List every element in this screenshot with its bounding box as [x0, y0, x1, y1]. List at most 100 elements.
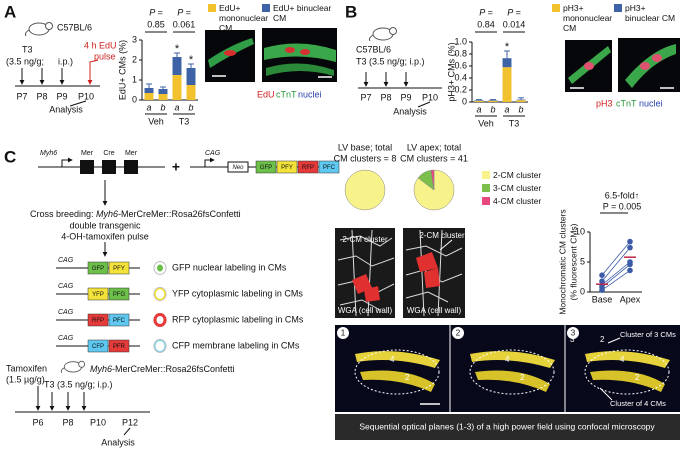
- cassette-label: YFP: [92, 292, 104, 298]
- legend-swatch: [262, 4, 270, 12]
- cassette-label: RFP: [92, 318, 104, 324]
- cassette-label: PFC: [323, 165, 336, 171]
- x-tick-label: Apex: [620, 294, 641, 304]
- outcome-text: RFP cytoplasmic labeling in CMs: [172, 314, 304, 324]
- cluster-label: 2-CM cluster: [419, 231, 465, 240]
- micrograph-cell: [264, 43, 336, 62]
- bar-segment: [516, 99, 526, 101]
- y-tick-label: 0.8: [454, 48, 467, 58]
- micrograph-nucleus: [285, 47, 295, 53]
- cassette: [87, 313, 109, 327]
- p-value: 0.061: [173, 19, 196, 29]
- y-tick-label: 1.0: [454, 36, 467, 46]
- construct-box: [102, 160, 116, 174]
- cell-number: 2: [635, 373, 640, 382]
- x-tick-label: a: [146, 102, 151, 112]
- micrograph-cell: [266, 63, 334, 76]
- y-tick-label: 0.2: [454, 84, 467, 94]
- legend-swatch: [552, 4, 560, 12]
- day: P8: [36, 91, 47, 101]
- legend-label: 4-CM cluster: [493, 196, 542, 206]
- x-tick-label: b: [490, 104, 495, 114]
- promoter: CAG: [58, 257, 74, 264]
- arrow: [69, 100, 87, 107]
- y-axis-label: Monochromatic CM clusters: [557, 209, 567, 314]
- x-tick-label: Base: [592, 294, 613, 304]
- legend-label: EdU+ binuclear CM: [273, 3, 332, 23]
- annotation-arrow: [599, 387, 613, 401]
- cassette: [255, 160, 277, 174]
- cassette: [108, 287, 130, 301]
- stain-caption: nuclei: [639, 98, 663, 108]
- significance: *: [505, 41, 510, 53]
- cassette: [108, 261, 130, 275]
- dose: (3.5 ng/g;: [6, 56, 44, 66]
- bar-segment: [172, 57, 182, 75]
- cassette-label: RFP: [302, 165, 314, 171]
- pie-title: CM clusters = 41: [400, 153, 468, 163]
- cluster: [352, 274, 380, 302]
- caption-bar: [335, 414, 680, 440]
- bar-segment: [502, 58, 512, 68]
- bar-segment: [144, 93, 154, 100]
- point: [627, 238, 633, 245]
- caption: Sequential optical planes (1-3) of a hig…: [359, 421, 655, 431]
- cassettes: GFP PFY RFP PFC: [255, 160, 340, 174]
- analysis: Analysis: [101, 437, 135, 447]
- bar-segment: [502, 67, 512, 102]
- plane-badge: [567, 327, 579, 339]
- cassette-label: PFC: [113, 318, 126, 324]
- mouse-icon: [24, 22, 53, 37]
- cell: [475, 370, 550, 392]
- point: [599, 278, 605, 285]
- arrow: [123, 427, 131, 436]
- label-icon: [154, 340, 166, 352]
- cell: [590, 370, 665, 392]
- plane-number: 1: [341, 329, 346, 338]
- plane-number: 3: [571, 329, 576, 338]
- plane-number: 2: [456, 329, 461, 338]
- y-axis-label: (% fluorescent CMs): [568, 223, 578, 300]
- outcome-text: YFP cytoplasmic labeling in CMs: [172, 288, 303, 298]
- stain-caption: cTnT: [616, 98, 637, 108]
- day: P10: [422, 92, 438, 102]
- bar-segment: [186, 68, 196, 85]
- day: P7: [16, 91, 27, 101]
- cell-number: 3: [570, 335, 575, 344]
- y-tick-label: 0: [132, 94, 137, 104]
- legend-label: 2-CM cluster: [493, 170, 542, 180]
- day: P10: [78, 91, 94, 101]
- p-value: P = 0.005: [603, 201, 642, 211]
- label-icon-outline: [153, 287, 167, 301]
- stain-label: WGA (cell wall): [338, 306, 393, 315]
- pie-slice: [430, 169, 435, 191]
- legend-swatch: [208, 4, 216, 12]
- cassette: [87, 287, 109, 301]
- mouse-icon: [368, 27, 397, 42]
- cassette: [297, 160, 319, 174]
- tamoxifen: Tamoxifen: [6, 363, 47, 373]
- cell: [360, 370, 435, 392]
- promoter: CAG: [205, 150, 221, 157]
- stain-label: WGA (cell wall): [407, 306, 462, 315]
- bar-segment: [488, 100, 498, 101]
- annotation-arrow: [607, 337, 621, 344]
- cell-number: 2: [405, 373, 410, 382]
- annotation: Cluster of 3 CMs: [620, 330, 676, 339]
- x-tick-label: a: [504, 104, 509, 114]
- cell-number: 2: [600, 335, 605, 344]
- cluster-outline: [469, 349, 555, 395]
- pair-line: [601, 241, 631, 276]
- cassette-label: CFP: [92, 344, 104, 350]
- cross: Cross breeding: Myh6-MerCreMer::Rosa26fs…: [30, 209, 241, 219]
- promoter-arrow: [61, 157, 73, 167]
- bar-segment: [474, 100, 484, 101]
- p-value: 0.84: [477, 19, 495, 29]
- promoter: CAG: [58, 283, 74, 290]
- micrograph-nucleus: [652, 54, 662, 62]
- y-tick-label: 3: [132, 34, 137, 44]
- bar-segment: [186, 85, 196, 100]
- cluster-label: 2-CM cluster: [342, 235, 388, 244]
- drug: T3 (3.5 ng/g; i.p.): [44, 379, 113, 389]
